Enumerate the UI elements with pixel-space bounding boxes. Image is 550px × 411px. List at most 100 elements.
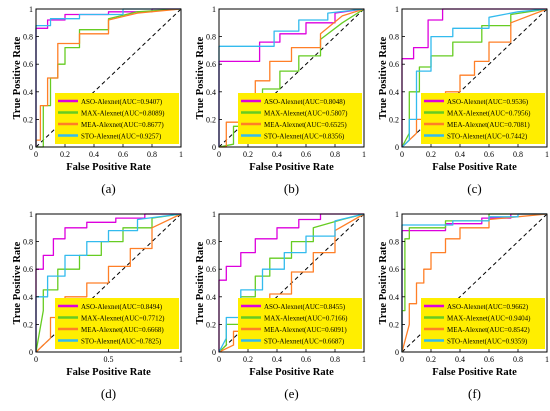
roc-series-mea: [35, 8, 182, 147]
legend-entry: MAX-Alexnet(AUC=0.5807): [264, 109, 348, 117]
x-tick-label: 0.2: [243, 150, 253, 159]
x-tick-label: 0.2: [426, 355, 436, 364]
y-axis-label: True Positive Rate: [12, 36, 23, 119]
x-tick-label: 0.8: [513, 150, 523, 159]
y-tick-label: 0.6: [206, 265, 216, 274]
panel-label: (e): [284, 386, 298, 401]
x-tick-label: 0.6: [301, 355, 311, 364]
roc-series-max: [35, 213, 182, 353]
y-tick-label: 0: [29, 143, 33, 152]
y-tick-label: 0.8: [206, 238, 216, 247]
chance-diagonal-line: [401, 8, 548, 148]
x-tick-label: 0: [217, 150, 221, 159]
legend-entry: ASO-Alexnet(AUC=0.8048): [264, 98, 346, 106]
legend: ASO-Alexnet(AUC=0.8048) MAX-Alexnet(AUC=0…: [238, 93, 362, 144]
legend-entry: STO-Alexnet(AUC=0.9359): [447, 337, 528, 345]
x-tick-label: 0: [34, 355, 38, 364]
legend-entry: STO-Alexnet(AUC=0.8356): [264, 132, 345, 140]
roc-series-aso: [218, 8, 365, 147]
roc-panel-f: 0 0.2 0.4 0.6 0.8 1 0 0.2 0.4 0.6 0.8 1 False Positi…: [378, 210, 549, 401]
x-axis-label: False Positive Rate: [66, 162, 151, 173]
y-tick-label: 1: [29, 210, 33, 219]
legend-entry: MAX-Alexnet(AUC=0.7712): [81, 314, 165, 322]
y-tick-label: 1: [29, 5, 33, 14]
x-tick-label: 0.5: [104, 355, 114, 364]
legend-entry: STO-Alexnet(AUC=0.9257): [81, 132, 162, 140]
y-tick-label: 0.2: [23, 320, 33, 329]
roc-series-mea: [401, 213, 548, 353]
legend-entry: MEA-Alexnet(AUC=0.8542): [447, 326, 530, 334]
x-tick-label: 0.2: [60, 150, 70, 159]
legend: ASO-Alexnet(AUC=0.9536) MAX-Alexnet(AUC=0…: [421, 93, 545, 144]
x-axis-label: False Positive Rate: [432, 162, 517, 173]
roc-panel-b: 0 0.2 0.4 0.6 0.8 1 0 0.2 0.4 0.6 0.8 1 False Positi…: [195, 5, 366, 196]
plot-frame: [401, 213, 548, 353]
x-tick-label: 1: [545, 355, 549, 364]
y-tick-label: 0.2: [206, 115, 216, 124]
x-tick-label: 1: [179, 355, 183, 364]
x-tick-label: 1: [179, 150, 183, 159]
x-tick-label: 0.6: [484, 355, 494, 364]
x-tick-label: 0: [34, 150, 38, 159]
roc-series-aso: [35, 213, 181, 352]
panel-label: (b): [284, 181, 299, 196]
y-tick-label: 0.4: [389, 293, 399, 302]
roc-series-sto: [401, 8, 548, 148]
legend-entry: ASO-Alexnet(AUC=0.9407): [81, 98, 163, 106]
x-tick-label: 1: [362, 355, 366, 364]
x-tick-label: 0.8: [513, 355, 523, 364]
x-tick-label: 1: [362, 150, 366, 159]
y-tick-label: 0.4: [23, 88, 33, 97]
y-tick-label: 0.2: [23, 115, 33, 124]
x-tick-label: 0.4: [455, 355, 465, 364]
y-tick-label: 0.2: [206, 320, 216, 329]
y-tick-label: 0.8: [389, 238, 399, 247]
y-tick-label: 0.6: [206, 60, 216, 69]
panel-label: (f): [468, 386, 481, 401]
y-tick-label: 0.2: [389, 320, 399, 329]
y-tick-label: 0.4: [206, 293, 216, 302]
roc-series-mea: [35, 213, 182, 353]
x-axis-label: False Positive Rate: [432, 367, 517, 378]
chance-diagonal-line: [35, 8, 182, 148]
roc-panel-c: 0 0.2 0.4 0.6 0.8 1 0 0.2 0.4 0.6 0.8 1 False Positi…: [378, 5, 549, 196]
legend-entry: MEA-Alexnet(AUC=0.7081): [447, 121, 530, 129]
roc-series-sto: [218, 8, 365, 147]
chance-diagonal-line: [218, 8, 365, 148]
x-tick-label: 0: [217, 355, 221, 364]
y-tick-label: 1: [395, 5, 399, 14]
legend: ASO-Alexnet(AUC=0.9407) MAX-Alexnet(AUC=0…: [55, 93, 179, 144]
x-tick-label: 0.4: [272, 150, 282, 159]
plot-frame: [401, 8, 548, 148]
x-tick-label: 0: [400, 150, 404, 159]
legend-entry: MAX-Alexnet(AUC=0.7956): [447, 109, 531, 117]
legend-entry: MEA-Alexnet(AUC=0.8677): [81, 121, 164, 129]
x-tick-label: 0.2: [426, 150, 436, 159]
legend-entry: STO-Alexnet(AUC=0.7825): [81, 337, 162, 345]
roc-panel-e: 0 0.2 0.4 0.6 0.8 1 0 0.2 0.4 0.6 0.8 1 False Positi…: [195, 210, 366, 401]
y-tick-label: 0.4: [23, 293, 33, 302]
roc-series-max: [218, 213, 365, 353]
legend-entry: ASO-Alexnet(AUC=0.9662): [447, 303, 529, 311]
y-tick-label: 1: [212, 5, 216, 14]
panel-label: (d): [101, 386, 116, 401]
roc-series-aso: [401, 8, 547, 147]
roc-series-sto: [218, 213, 365, 353]
roc-series-aso: [218, 213, 364, 352]
y-tick-label: 0.4: [206, 88, 216, 97]
y-axis-label: True Positive Rate: [378, 241, 389, 324]
roc-series-sto: [401, 213, 547, 352]
y-tick-label: 0.4: [389, 88, 399, 97]
y-tick-label: 0.2: [389, 115, 399, 124]
y-tick-label: 0.8: [23, 33, 33, 42]
legend-entry: ASO-Alexnet(AUC=0.9536): [447, 98, 529, 106]
legend-entry: MAX-Alexnet(AUC=0.7166): [264, 314, 348, 322]
legend-entry: STO-Alexnet(AUC=0.7442): [447, 132, 528, 140]
legend-entry: MEA-Alexnet(AUC=0.6668): [81, 326, 164, 334]
legend-entry: MEA-Alexnet(AUC=0.6525): [264, 121, 347, 129]
x-tick-label: 0.6: [118, 150, 128, 159]
y-axis-label: True Positive Rate: [195, 36, 206, 119]
legend-entry: STO-Alexnet(AUC=0.6687): [264, 337, 345, 345]
plot-frame: [35, 8, 182, 148]
